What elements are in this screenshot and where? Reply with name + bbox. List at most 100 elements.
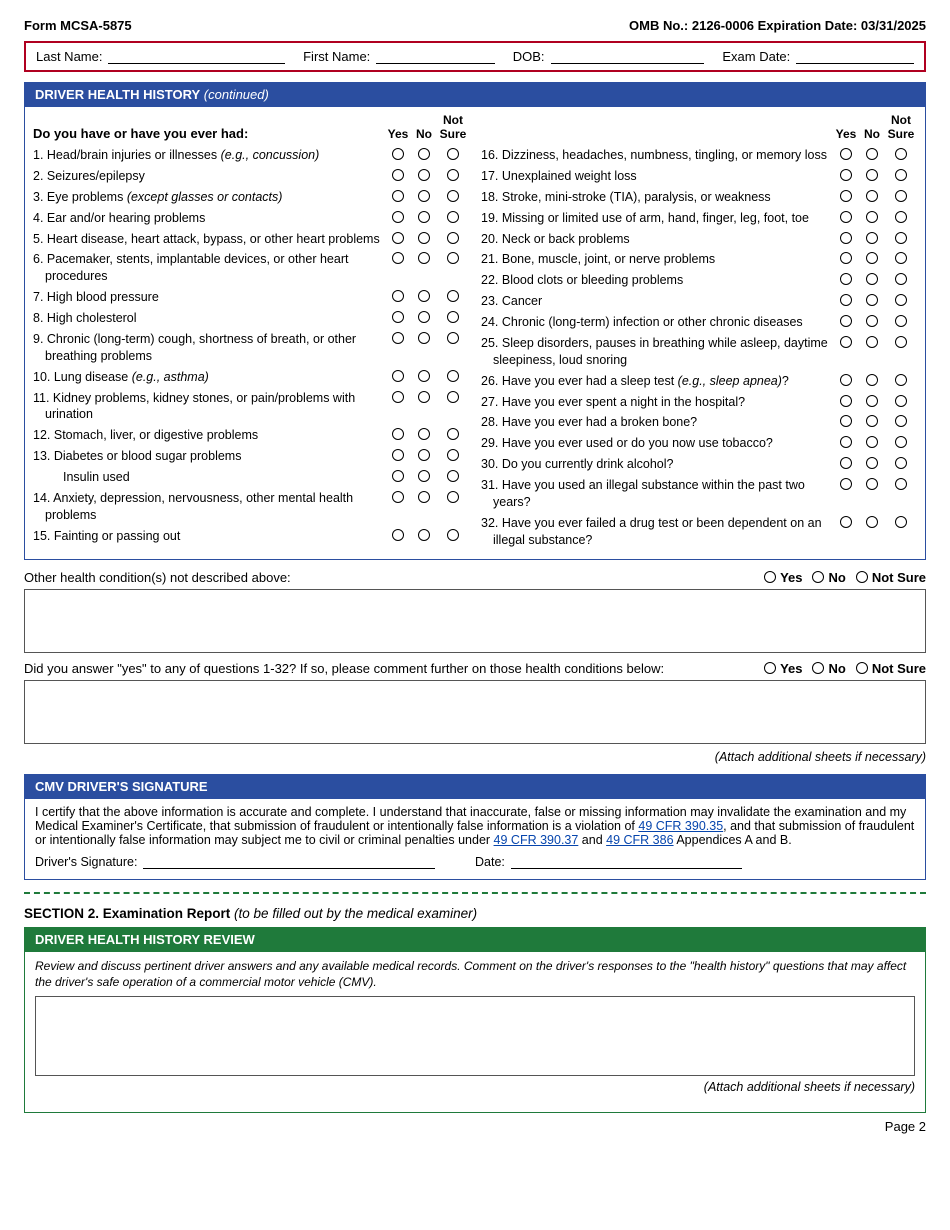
other-conditions-textarea[interactable]	[24, 589, 926, 653]
radio-yes[interactable]	[385, 251, 411, 267]
radio-ns[interactable]	[437, 469, 469, 485]
radio-no[interactable]	[411, 490, 437, 506]
radio-yes[interactable]	[833, 314, 859, 330]
first-name-field[interactable]: First Name:	[303, 49, 495, 64]
radio-yes[interactable]	[385, 528, 411, 544]
radio-ns[interactable]	[885, 251, 917, 267]
radio-yes[interactable]	[833, 147, 859, 163]
radio-no[interactable]	[411, 331, 437, 347]
radio-no[interactable]	[859, 414, 885, 430]
radio-no[interactable]	[859, 373, 885, 389]
radio-yes[interactable]	[385, 168, 411, 184]
radio-no[interactable]	[859, 251, 885, 267]
radio-no[interactable]	[411, 147, 437, 163]
radio-yes[interactable]	[385, 147, 411, 163]
review-textarea[interactable]	[35, 996, 915, 1076]
last-name-field[interactable]: Last Name:	[36, 49, 285, 64]
radio-yes[interactable]	[833, 168, 859, 184]
radio-yes[interactable]	[833, 373, 859, 389]
radio-no[interactable]	[859, 435, 885, 451]
radio-yes[interactable]	[833, 293, 859, 309]
radio-no[interactable]	[411, 469, 437, 485]
radio-ns[interactable]	[437, 490, 469, 506]
radio-yes[interactable]	[833, 477, 859, 493]
radio-ns[interactable]	[437, 231, 469, 247]
radio-no[interactable]	[411, 189, 437, 205]
radio-ns[interactable]	[885, 168, 917, 184]
radio-ns[interactable]	[437, 310, 469, 326]
radio-ns[interactable]	[885, 394, 917, 410]
radio-no[interactable]	[411, 390, 437, 406]
radio-ns[interactable]	[437, 168, 469, 184]
radio-yes[interactable]	[833, 456, 859, 472]
radio-no[interactable]	[411, 231, 437, 247]
radio-no[interactable]	[411, 210, 437, 226]
radio-yes[interactable]	[385, 231, 411, 247]
radio-yes[interactable]	[385, 310, 411, 326]
radio-ns[interactable]	[437, 528, 469, 544]
radio-no[interactable]	[859, 394, 885, 410]
radio-ns[interactable]	[885, 210, 917, 226]
radio-ns[interactable]	[885, 293, 917, 309]
radio-no[interactable]	[859, 210, 885, 226]
radio-ns[interactable]	[885, 456, 917, 472]
radio-no[interactable]	[859, 515, 885, 531]
exam-date-field[interactable]: Exam Date:	[722, 49, 914, 64]
radio-ns[interactable]	[437, 189, 469, 205]
radio-yes[interactable]	[385, 331, 411, 347]
radio-no[interactable]	[859, 477, 885, 493]
radio-no[interactable]	[411, 448, 437, 464]
radio-no[interactable]	[859, 456, 885, 472]
radio-no[interactable]	[859, 335, 885, 351]
radio-ns[interactable]	[437, 448, 469, 464]
radio-ns[interactable]	[885, 414, 917, 430]
radio-no[interactable]	[859, 147, 885, 163]
radio-ns[interactable]	[437, 147, 469, 163]
radio-yes[interactable]	[833, 272, 859, 288]
radio-ns[interactable]	[885, 314, 917, 330]
comment-textarea[interactable]	[24, 680, 926, 744]
radio-yes[interactable]	[833, 231, 859, 247]
radio-ns[interactable]	[885, 515, 917, 531]
radio-no[interactable]	[859, 231, 885, 247]
radio-yes[interactable]	[833, 435, 859, 451]
radio-ns[interactable]	[885, 373, 917, 389]
radio-yes[interactable]	[833, 515, 859, 531]
radio-no[interactable]	[859, 168, 885, 184]
radio-no[interactable]	[859, 189, 885, 205]
radio-no[interactable]	[411, 251, 437, 267]
radio-ns[interactable]	[885, 335, 917, 351]
radio-yes[interactable]	[833, 414, 859, 430]
radio-yes[interactable]	[833, 394, 859, 410]
radio-ns[interactable]	[437, 427, 469, 443]
radio-ns[interactable]	[885, 189, 917, 205]
radio-yes[interactable]	[385, 210, 411, 226]
signature-date-field[interactable]: Date:	[475, 855, 742, 869]
radio-yes[interactable]	[833, 335, 859, 351]
dob-field[interactable]: DOB:	[513, 49, 705, 64]
radio-yes[interactable]	[385, 189, 411, 205]
link-386[interactable]: 49 CFR 386	[606, 833, 673, 847]
radio-yes[interactable]	[385, 390, 411, 406]
radio-no[interactable]	[859, 314, 885, 330]
other-yes[interactable]: Yes	[764, 570, 802, 585]
radio-no[interactable]	[411, 528, 437, 544]
radio-ns[interactable]	[885, 231, 917, 247]
radio-no[interactable]	[859, 272, 885, 288]
radio-no[interactable]	[411, 369, 437, 385]
comment-yes[interactable]: Yes	[764, 661, 802, 676]
radio-no[interactable]	[411, 427, 437, 443]
radio-no[interactable]	[411, 168, 437, 184]
driver-signature-field[interactable]: Driver's Signature:	[35, 855, 435, 869]
other-no[interactable]: No	[812, 570, 845, 585]
radio-yes[interactable]	[385, 289, 411, 305]
radio-ns[interactable]	[437, 390, 469, 406]
radio-ns[interactable]	[885, 147, 917, 163]
radio-ns[interactable]	[437, 251, 469, 267]
radio-ns[interactable]	[437, 289, 469, 305]
radio-no[interactable]	[411, 310, 437, 326]
radio-ns[interactable]	[885, 477, 917, 493]
radio-yes[interactable]	[385, 469, 411, 485]
comment-no[interactable]: No	[812, 661, 845, 676]
radio-no[interactable]	[411, 289, 437, 305]
